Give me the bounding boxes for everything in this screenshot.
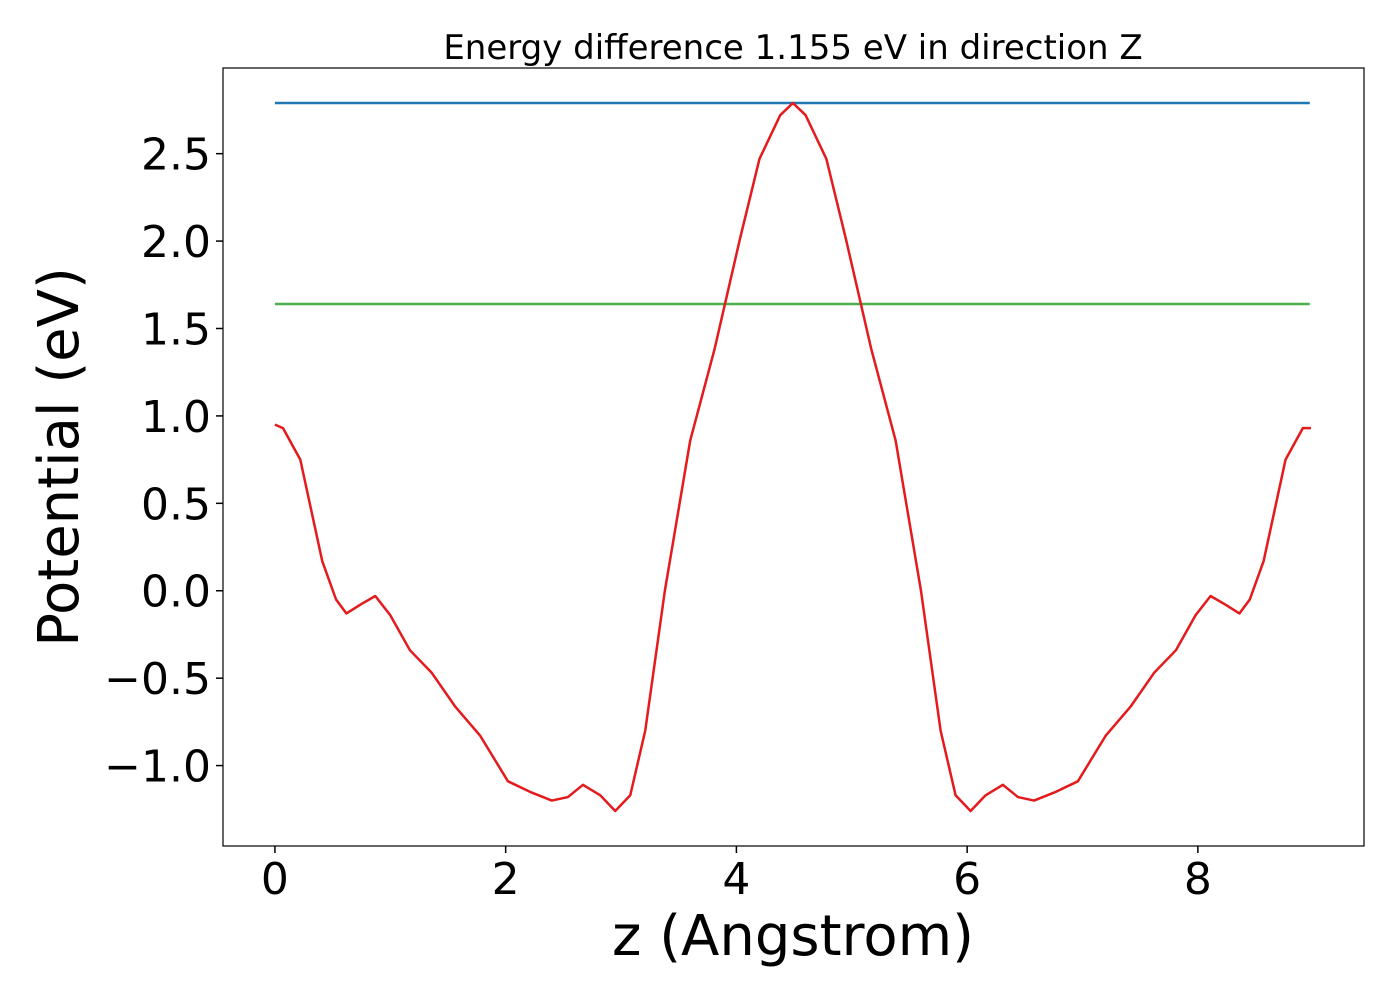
y-tick-label: −0.5 (104, 654, 211, 705)
y-tick-label: −1.0 (104, 742, 211, 793)
x-tick-label: 4 (722, 854, 750, 905)
y-axis-label: Potential (eV) (27, 267, 92, 647)
x-tick-label: 2 (492, 854, 520, 905)
x-tick-label: 6 (953, 854, 981, 905)
x-tick-label: 8 (1184, 854, 1212, 905)
y-tick-label: 0.0 (141, 567, 211, 618)
x-axis-label: z (Angstrom) (612, 904, 974, 969)
plot-frame (222, 67, 1365, 847)
y-tick-label: 2.5 (141, 130, 211, 181)
y-tick-label: 0.5 (141, 479, 211, 530)
chart-title: Energy difference 1.155 eV in direction … (443, 28, 1142, 68)
y-tick-label: 1.0 (141, 392, 211, 443)
y-tick-label: 1.5 (141, 304, 211, 355)
y-tick-label: 2.0 (141, 217, 211, 268)
line-series (274, 101, 1311, 813)
x-tick-label: 0 (261, 854, 289, 905)
